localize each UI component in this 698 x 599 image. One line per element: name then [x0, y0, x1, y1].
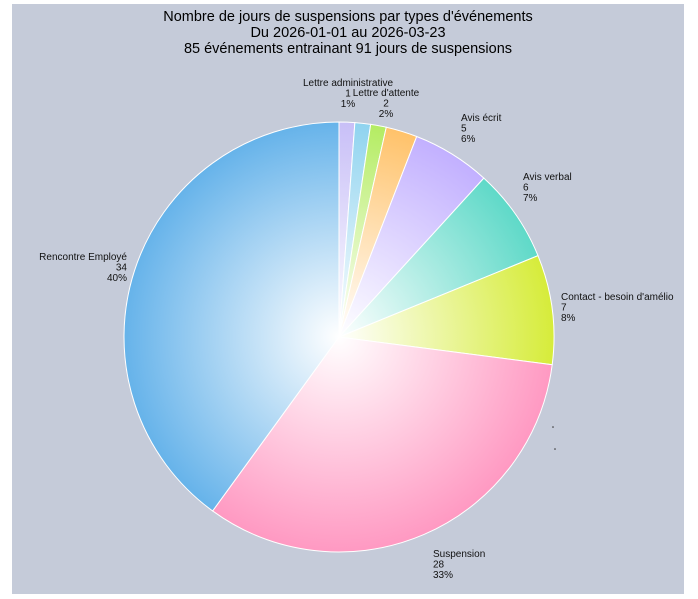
slice-label-10: Rencontre Employé 34 40% [39, 252, 127, 284]
pie-slice-9 [211, 336, 553, 553]
pie-slice-10 [123, 121, 340, 512]
slice-label-4: Avis écrit 5 6% [461, 113, 502, 145]
chart-titles: Nombre de jours de suspensions par types… [12, 9, 684, 57]
slice-label-6: Contact - besoin d'amélio 7 8% [561, 292, 674, 324]
slice-label-9: Suspension 28 33% [433, 549, 485, 581]
slice-label-3: Lettre d'attente 2 2% [353, 88, 420, 120]
pie-slice-6 [337, 254, 555, 366]
chart-summary: 85 événements entrainant 91 jours de sus… [183, 41, 513, 57]
slice-label-5: Avis verbal 6 7% [523, 172, 572, 204]
chart-date-range: Du 2026-01-01 au 2026-03-23 [250, 25, 446, 41]
slice-marker-8 [554, 448, 556, 450]
chart-title: Nombre de jours de suspensions par types… [163, 9, 533, 25]
slice-marker-7 [552, 426, 554, 428]
slice-label-0: Lettre administrative 1 1% [303, 78, 393, 110]
